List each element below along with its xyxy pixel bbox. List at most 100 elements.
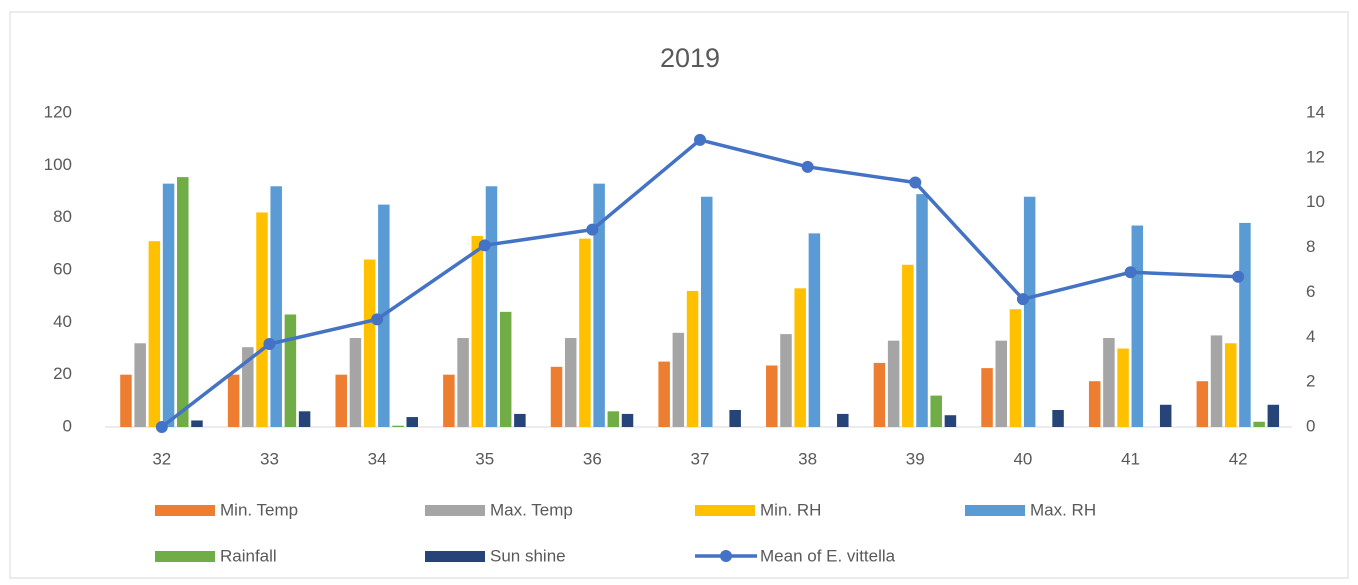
y-tick-label: 80 bbox=[53, 207, 72, 226]
bar bbox=[406, 417, 418, 427]
x-tick-label: 38 bbox=[798, 449, 817, 468]
bar bbox=[621, 413, 634, 427]
y2-tick-label: 2 bbox=[1306, 372, 1315, 391]
legend-swatch bbox=[425, 551, 485, 562]
bar bbox=[1239, 222, 1251, 427]
x-tick-label: 39 bbox=[906, 449, 925, 468]
bar bbox=[902, 264, 914, 427]
bar bbox=[471, 235, 484, 427]
bar bbox=[887, 340, 900, 427]
x-tick-label: 36 bbox=[583, 449, 602, 468]
bar bbox=[780, 334, 792, 427]
bar bbox=[1052, 409, 1064, 427]
bar bbox=[729, 409, 741, 427]
y-tick-label: 0 bbox=[63, 416, 72, 435]
bar bbox=[270, 186, 282, 427]
bar bbox=[916, 194, 928, 427]
bar bbox=[363, 259, 376, 427]
bar bbox=[607, 411, 620, 427]
bar bbox=[579, 238, 591, 427]
line-marker bbox=[371, 313, 384, 326]
legend-label: Min. RH bbox=[760, 500, 821, 519]
bar bbox=[550, 366, 563, 427]
bar bbox=[499, 311, 512, 427]
y-tick-label: 40 bbox=[53, 312, 72, 331]
line-marker bbox=[1124, 266, 1137, 279]
y2-tick-label: 8 bbox=[1306, 237, 1315, 256]
x-tick-label: 35 bbox=[475, 449, 494, 468]
bar bbox=[256, 212, 268, 427]
y-tick-label: 20 bbox=[53, 364, 72, 383]
y2-tick-label: 4 bbox=[1306, 327, 1315, 346]
bar bbox=[1009, 309, 1022, 427]
bar bbox=[335, 374, 347, 427]
y2-tick-label: 0 bbox=[1306, 416, 1315, 435]
bar bbox=[701, 196, 713, 427]
bar bbox=[1224, 343, 1237, 427]
x-tick-label: 42 bbox=[1229, 449, 1248, 468]
line-marker bbox=[801, 160, 814, 173]
bar bbox=[564, 338, 577, 427]
x-tick-label: 32 bbox=[152, 449, 171, 468]
line-marker bbox=[586, 223, 599, 236]
legend-label: Rainfall bbox=[220, 546, 277, 565]
legend-label: Mean of E. vittella bbox=[760, 546, 896, 565]
bar bbox=[794, 288, 806, 427]
bar bbox=[944, 415, 957, 427]
bar bbox=[177, 177, 189, 427]
bar bbox=[593, 183, 605, 427]
line-marker bbox=[1016, 293, 1029, 306]
legend-marker bbox=[720, 550, 732, 562]
bar bbox=[162, 183, 175, 427]
bar bbox=[808, 233, 821, 427]
legend-label: Max. Temp bbox=[490, 500, 573, 519]
bar bbox=[514, 413, 526, 427]
line-marker bbox=[909, 176, 922, 189]
bar bbox=[1253, 421, 1265, 427]
bar bbox=[191, 420, 203, 427]
bar bbox=[1131, 225, 1144, 427]
bar bbox=[1088, 381, 1101, 427]
bar bbox=[485, 186, 498, 427]
y2-tick-label: 10 bbox=[1306, 192, 1325, 211]
bar bbox=[242, 347, 254, 427]
bar bbox=[227, 374, 240, 427]
bar bbox=[1023, 196, 1036, 427]
bar bbox=[686, 290, 699, 427]
bar bbox=[284, 314, 297, 427]
bar bbox=[1210, 335, 1223, 427]
bar bbox=[837, 413, 849, 427]
legend-label: Min. Temp bbox=[220, 500, 298, 519]
legend-swatch bbox=[155, 551, 215, 562]
x-tick-label: 33 bbox=[260, 449, 279, 468]
legend-swatch bbox=[425, 505, 485, 516]
bar bbox=[658, 361, 670, 427]
y2-tick-label: 12 bbox=[1306, 147, 1325, 166]
x-tick-label: 40 bbox=[1013, 449, 1032, 468]
legend-label: Sun shine bbox=[490, 546, 566, 565]
line-marker bbox=[1232, 270, 1245, 283]
bar bbox=[981, 368, 993, 427]
bar bbox=[443, 374, 455, 427]
legend-swatch bbox=[695, 505, 755, 516]
x-tick-label: 34 bbox=[368, 449, 387, 468]
line-marker bbox=[478, 239, 491, 252]
y2-tick-label: 6 bbox=[1306, 282, 1315, 301]
bar bbox=[766, 365, 778, 427]
bar bbox=[349, 338, 362, 427]
y-tick-label: 120 bbox=[44, 102, 72, 121]
x-tick-label: 37 bbox=[691, 449, 710, 468]
legend-label: Max. RH bbox=[1030, 500, 1096, 519]
y-tick-label: 100 bbox=[44, 155, 72, 174]
y-tick-label: 60 bbox=[53, 259, 72, 278]
bar bbox=[995, 340, 1008, 427]
chart-frame bbox=[9, 11, 1349, 579]
bar bbox=[134, 343, 146, 427]
bar bbox=[672, 332, 685, 427]
line-marker bbox=[155, 421, 168, 433]
bar bbox=[1103, 338, 1115, 427]
line-marker bbox=[263, 338, 276, 351]
line-marker bbox=[694, 133, 706, 146]
x-tick-label: 41 bbox=[1121, 449, 1140, 468]
